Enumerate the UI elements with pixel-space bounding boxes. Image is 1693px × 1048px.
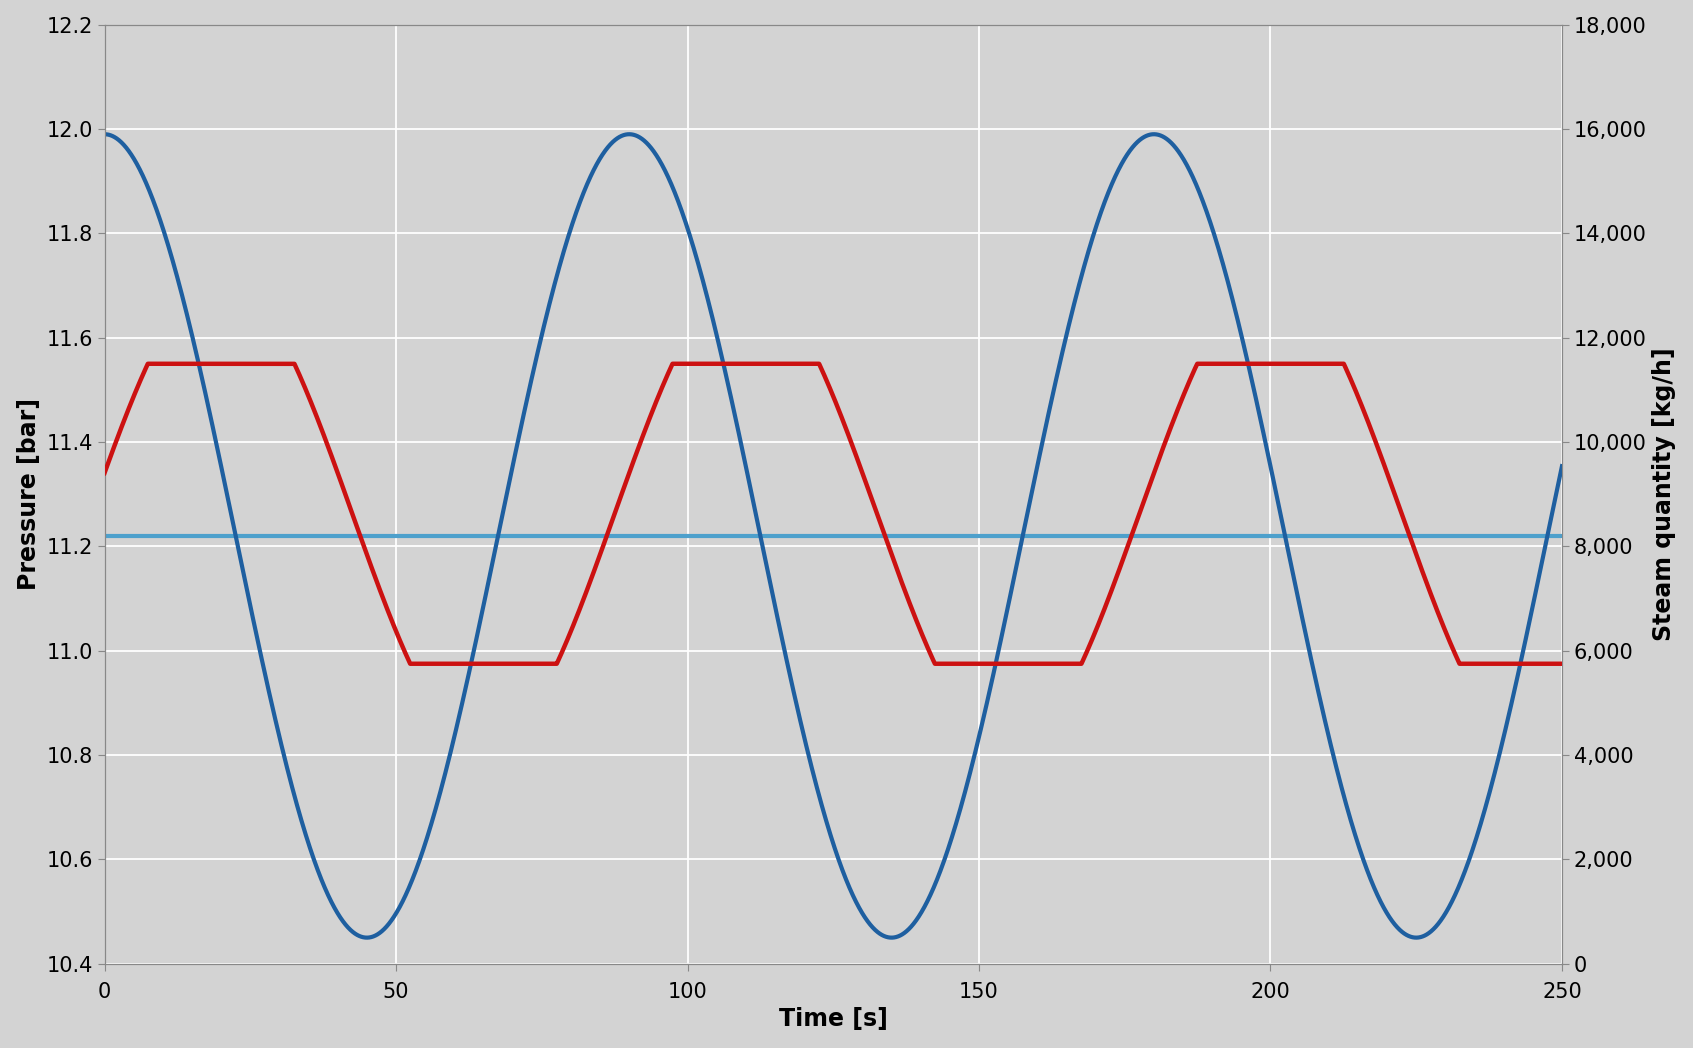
X-axis label: Time [s]: Time [s] <box>779 1007 887 1031</box>
Y-axis label: Steam quantity [kg/h]: Steam quantity [kg/h] <box>1652 347 1676 641</box>
Y-axis label: Pressure [bar]: Pressure [bar] <box>17 398 41 590</box>
